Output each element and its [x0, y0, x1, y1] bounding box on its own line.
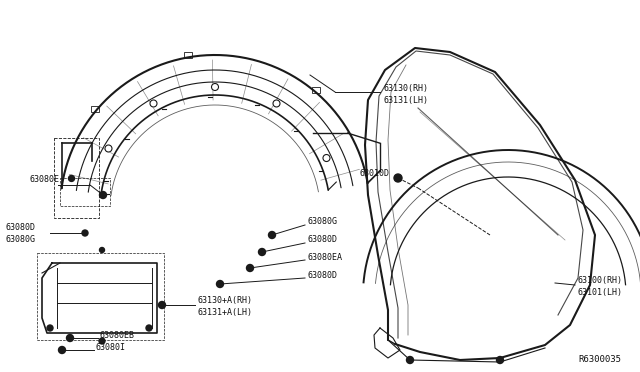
Text: 63080D: 63080D: [5, 224, 35, 232]
Circle shape: [216, 280, 223, 288]
Bar: [54, 138, 99, 218]
Circle shape: [105, 145, 112, 152]
Circle shape: [269, 231, 275, 238]
Text: 63100(RH): 63100(RH): [577, 276, 622, 285]
Text: 63080E: 63080E: [30, 174, 60, 183]
Text: 63080I: 63080I: [96, 343, 126, 352]
Bar: [91, 106, 99, 112]
Text: 63080G: 63080G: [5, 235, 35, 244]
Circle shape: [406, 356, 413, 363]
Text: 63130+A(RH): 63130+A(RH): [197, 296, 252, 305]
Text: 63131(LH): 63131(LH): [383, 96, 428, 105]
Bar: [312, 87, 320, 93]
Circle shape: [58, 346, 65, 353]
Circle shape: [259, 248, 266, 256]
Text: 63130(RH): 63130(RH): [383, 83, 428, 93]
Circle shape: [273, 100, 280, 107]
Circle shape: [394, 174, 402, 182]
Bar: [60, 178, 110, 206]
Circle shape: [497, 356, 504, 363]
Circle shape: [246, 264, 253, 272]
Text: 63101(LH): 63101(LH): [577, 288, 622, 296]
Text: 63131+A(LH): 63131+A(LH): [197, 308, 252, 317]
Bar: [37, 253, 164, 340]
Circle shape: [68, 176, 74, 182]
Text: 63080D: 63080D: [307, 235, 337, 244]
Bar: [184, 52, 192, 58]
Circle shape: [99, 338, 105, 344]
Circle shape: [159, 301, 166, 308]
Circle shape: [211, 83, 218, 90]
Circle shape: [146, 325, 152, 331]
Text: R6300035: R6300035: [579, 356, 621, 365]
Circle shape: [99, 247, 104, 253]
Text: 63080EB: 63080EB: [100, 330, 135, 340]
Text: 63080EA: 63080EA: [307, 253, 342, 262]
Text: 63080G: 63080G: [307, 218, 337, 227]
Circle shape: [82, 230, 88, 236]
Circle shape: [323, 154, 330, 161]
Text: 63010D: 63010D: [360, 169, 390, 177]
Text: 63080D: 63080D: [307, 272, 337, 280]
Circle shape: [47, 325, 53, 331]
Circle shape: [150, 100, 157, 107]
Circle shape: [99, 192, 106, 199]
Circle shape: [67, 334, 74, 341]
